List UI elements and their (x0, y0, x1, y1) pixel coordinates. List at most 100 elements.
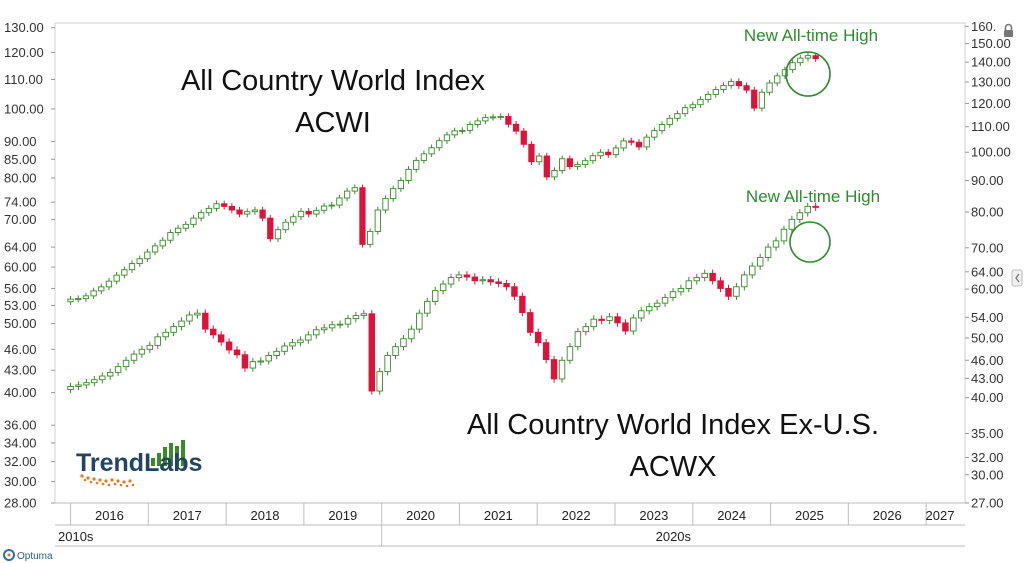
acwx-candle (178, 320, 185, 328)
acwi-candle (274, 229, 282, 240)
acwi-candle (144, 251, 151, 260)
acwi-candle (159, 239, 166, 247)
logo-dot-b-4 (107, 483, 111, 487)
acwx-candle (305, 334, 312, 341)
trendlabs-logo: TrendLabs (76, 440, 202, 488)
acwx-candle (677, 287, 685, 293)
acwx-candle (590, 318, 597, 328)
acwx-high-circle (789, 221, 831, 263)
plot-area[interactable] (54, 22, 966, 504)
acwi-candle (182, 223, 189, 229)
left-tick-label: 120.00 (4, 45, 44, 60)
acwx-candle (114, 366, 122, 373)
platform-name: Optuma (17, 551, 53, 562)
acwi-candle (520, 130, 527, 145)
lock-icon[interactable] (1004, 23, 1013, 38)
year-label[interactable]: 2022 (562, 508, 591, 523)
acwx-candle (146, 344, 154, 350)
acwx-candle (685, 280, 693, 289)
left-tick-label: 70.00 (4, 212, 37, 227)
left-tick-label: 90.00 (4, 134, 37, 149)
acwx-candle (733, 286, 740, 297)
left-tick-label: 80.00 (4, 171, 37, 186)
acwi-candle (351, 187, 358, 192)
logo-bar-2 (157, 453, 161, 466)
year-label[interactable]: 2018 (251, 508, 280, 523)
acwi-candle (797, 57, 804, 64)
logo-bar-6 (181, 440, 185, 466)
acwi-candle (812, 55, 819, 60)
year-label[interactable]: 2017 (173, 508, 202, 523)
year-label[interactable]: 2024 (717, 508, 746, 523)
acwx-candle (67, 386, 74, 391)
acwx-candle (701, 272, 708, 279)
acwx-candle (558, 359, 566, 380)
acwx-candle (542, 342, 550, 361)
acwx-ticker: ACWX (630, 451, 717, 483)
right-tick-label: 130.00 (971, 74, 1011, 89)
acwi-candle (674, 113, 681, 119)
acwx-candle (566, 346, 574, 361)
acwx-candle (194, 312, 201, 316)
acwi-candle (374, 209, 381, 232)
acwx-candle (598, 318, 605, 321)
left-tick-label: 32.00 (4, 454, 37, 469)
left-price-axis[interactable]: 130.00 120.00 110.00 100.00 90.00 85.00 80.00 7… (4, 20, 55, 511)
acwi-candle (328, 204, 335, 207)
year-label[interactable]: 2023 (639, 508, 668, 523)
year-axis[interactable]: 2016 2017 2018 2019 2020 2021 2022 2023 2024 2025… (70, 503, 955, 525)
acwi-candle (390, 188, 397, 200)
acwx-candle (336, 323, 344, 326)
right-price-axis[interactable]: 160. 150.00 140.00 130.00 120.00 110.00 100.00… (965, 19, 1011, 511)
acwx-candle (749, 265, 756, 276)
acwx-candle (693, 277, 700, 282)
acwi-candle (151, 245, 159, 253)
right-tick-label: 80.00 (971, 205, 1004, 220)
year-label[interactable]: 2020 (406, 508, 435, 523)
logo-dot-2 (92, 477, 96, 481)
acwx-candle (638, 310, 645, 319)
right-tick-label: 54.00 (971, 310, 1004, 325)
acwi-candle (259, 209, 266, 219)
panel-tab-icon[interactable] (1011, 269, 1023, 287)
right-tick-label: 150.00 (971, 36, 1011, 51)
acwx-candle (360, 313, 368, 317)
right-tick-label: 90.00 (971, 173, 1004, 188)
right-tick-label: 70.00 (971, 240, 1004, 255)
year-label[interactable]: 2016 (95, 508, 124, 523)
acwi-candle (766, 82, 773, 93)
right-tick-label: 110.00 (971, 119, 1010, 134)
acwi-candle (620, 140, 627, 149)
acwx-candle (788, 218, 796, 230)
acwi-candle (605, 151, 612, 156)
acwx-candle (289, 342, 296, 347)
acwx-candle (83, 382, 90, 386)
acwi-candle (105, 280, 113, 288)
year-label[interactable]: 2025 (795, 508, 824, 523)
acwi-candle (443, 134, 451, 142)
acwx-candle (709, 272, 716, 282)
left-tick-label: 110.00 (4, 72, 43, 87)
acwx-candle (130, 353, 138, 361)
acwi-candle (743, 85, 750, 91)
acwx-candle (756, 256, 764, 267)
acwi-candle (704, 93, 712, 100)
year-label[interactable]: 2027 (926, 508, 955, 523)
acwx-candle (606, 316, 613, 321)
acwi-candle (466, 124, 474, 131)
left-tick-label: 60.00 (4, 260, 37, 275)
right-tick-label: 46.00 (971, 353, 1004, 368)
acwi-candle (751, 89, 758, 109)
year-label[interactable]: 2021 (484, 508, 513, 523)
acwx-candle (186, 314, 193, 322)
acwi-candle (535, 155, 543, 163)
left-tick-label: 34.00 (4, 435, 37, 450)
year-label[interactable]: 2026 (873, 508, 902, 523)
left-tick-label: 56.00 (4, 281, 37, 296)
acwx-candle (162, 331, 169, 338)
acwi-candle (728, 81, 735, 86)
acwi-candle (305, 210, 312, 215)
year-label[interactable]: 2019 (328, 508, 357, 523)
acwi-ticker: ACWI (295, 107, 371, 139)
